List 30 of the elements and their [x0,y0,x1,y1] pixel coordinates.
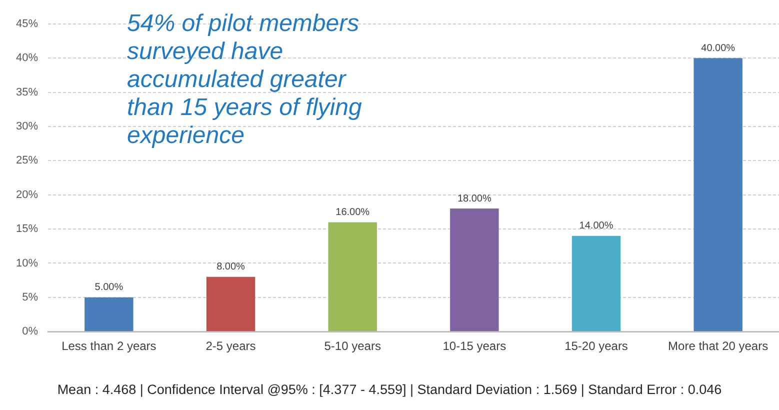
x-tick-label: 2-5 years [206,339,256,354]
y-tick-label: 45% [16,18,38,30]
x-tick-label: Less than 2 years [62,339,156,354]
bar [328,222,377,332]
y-tick-label: 15% [16,223,38,236]
y-tick-label: 35% [16,86,38,98]
y-tick-label: 30% [16,120,38,133]
x-tick-label: 5-10 years [324,339,381,354]
data-label: 18.00% [457,193,492,204]
data-label: 40.00% [701,42,736,54]
annotation: 54% of pilot members surveyed have accumulated greater than 15 years of flying experience [127,10,363,150]
text: Mean : 4.468 | Confidence Interval @95% : [4.377 - 4.559] | Standard Deviation : 1.569 | Standard Error : 0.046 [56,382,723,397]
bar [572,236,621,332]
x-tick-label: 10-15 years [442,339,506,354]
data-label: 8.00% [216,262,246,273]
y-tick-label: 25% [16,154,38,167]
x-tick-label: 15-20 years [564,339,628,354]
bar [694,58,742,332]
bar [206,276,256,332]
bar [450,208,499,332]
y-tick-label: 20% [16,188,38,201]
y-tick-label: 0% [22,326,38,338]
data-label: 14.00% [579,220,614,232]
data-label: 16.00% [336,206,370,218]
y-tick-label: 10% [16,257,38,270]
x-tick-label: More that 20 years [668,339,768,354]
bar [84,297,134,332]
y-tick-label: 40% [16,52,38,64]
y-tick-label: 5% [22,291,38,304]
data-label: 5.00% [94,282,124,294]
